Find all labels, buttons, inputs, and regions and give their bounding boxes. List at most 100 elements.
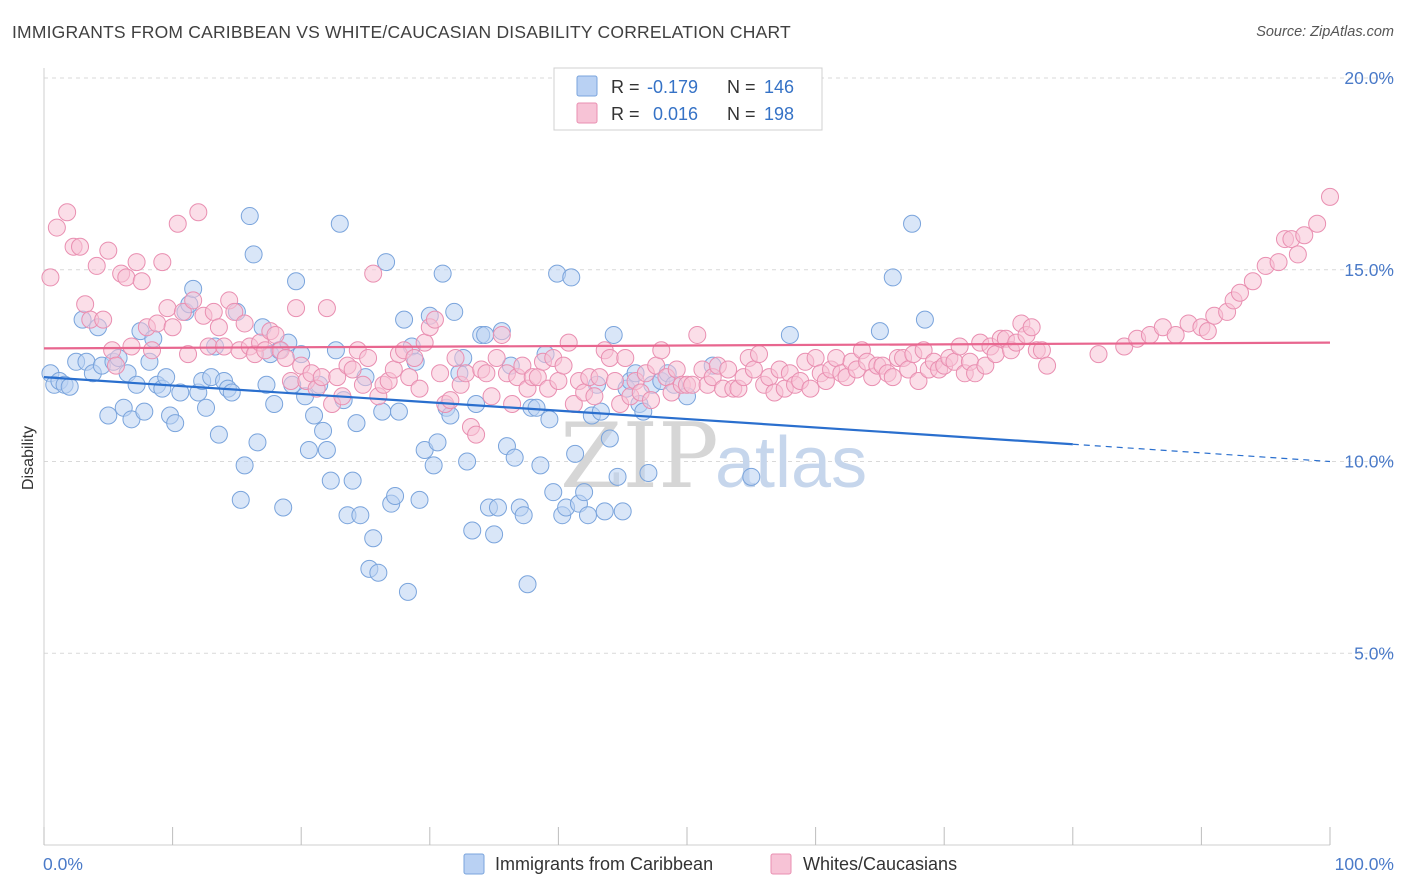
caribbean-point <box>540 410 559 429</box>
white-point <box>590 368 609 387</box>
caribbean-point <box>463 521 482 540</box>
white-point <box>641 391 660 410</box>
caribbean-point <box>485 525 504 544</box>
white-point <box>281 371 300 390</box>
white-point <box>1198 322 1217 341</box>
caribbean-point <box>351 506 370 525</box>
chart-source: Source: ZipAtlas.com <box>1256 24 1394 40</box>
caribbean-point <box>99 406 118 425</box>
caribbean-point <box>373 402 392 421</box>
white-point <box>76 295 95 314</box>
white-point <box>204 302 223 321</box>
legend-n-label-blue: N = <box>727 77 756 97</box>
bottom-legend-label-blue: Immigrants from Caribbean <box>495 854 713 874</box>
caribbean-point <box>604 325 623 344</box>
white-point <box>103 341 122 360</box>
watermark-atlas: atlas <box>715 423 867 503</box>
white-point <box>1295 226 1314 245</box>
caribbean-point <box>870 322 889 341</box>
caribbean-point <box>60 377 79 396</box>
white-point <box>883 368 902 387</box>
white-point <box>47 218 66 237</box>
caribbean-point <box>369 563 388 582</box>
legend-box: R = -0.179 N = 146 R = 0.016 N = 198 <box>553 67 823 131</box>
caribbean-point <box>317 440 336 459</box>
white-point <box>503 394 522 413</box>
white-point <box>364 264 383 283</box>
white-point <box>750 345 769 364</box>
white-point <box>600 348 619 367</box>
caribbean-point <box>395 310 414 329</box>
white-point <box>950 337 969 356</box>
white-point <box>1321 187 1339 206</box>
legend-r-value-pink: 0.016 <box>653 104 698 124</box>
white-point <box>353 375 372 394</box>
white-point <box>41 268 60 287</box>
white-point <box>153 253 172 272</box>
white-point <box>405 348 424 367</box>
white-point <box>482 387 501 406</box>
white-point <box>415 333 434 352</box>
white-point <box>492 325 511 344</box>
caribbean-point <box>321 471 340 490</box>
caribbean-point <box>389 402 408 421</box>
white-point <box>179 345 198 364</box>
white-point <box>158 299 177 318</box>
white-point <box>806 348 825 367</box>
white-point <box>688 325 707 344</box>
bottom-legend: Immigrants from Caribbean Whites/Caucasi… <box>463 853 957 875</box>
y-tick-label: 10.0% <box>1344 452 1394 472</box>
white-point <box>585 387 604 406</box>
white-point <box>148 314 167 333</box>
white-point <box>683 375 702 394</box>
caribbean-point <box>595 502 614 521</box>
white-point <box>256 341 275 360</box>
bottom-legend-label-pink: Whites/Caucasians <box>803 854 957 874</box>
caribbean-point <box>135 402 154 421</box>
caribbean-point <box>222 383 241 402</box>
caribbean-point <box>613 502 632 521</box>
white-point <box>1230 283 1249 302</box>
y-tick-labels: 5.0% 10.0% 15.0% 20.0% <box>1344 68 1394 663</box>
white-point <box>559 333 578 352</box>
caribbean-point <box>171 383 190 402</box>
caribbean-point <box>433 264 452 283</box>
white-point <box>1243 272 1262 291</box>
caribbean-point <box>505 448 524 467</box>
white-point <box>827 348 846 367</box>
y-tick-label: 15.0% <box>1344 260 1394 280</box>
caribbean-point <box>274 498 293 517</box>
y-tick-label: 20.0% <box>1344 68 1394 88</box>
white-point <box>652 341 671 360</box>
caribbean-point <box>330 214 349 233</box>
legend-swatch-blue <box>576 75 598 97</box>
trend-lines <box>43 341 1331 463</box>
white-point <box>425 310 444 329</box>
caribbean-point <box>544 483 563 502</box>
caribbean-point <box>518 575 537 594</box>
caribbean-point <box>197 398 216 417</box>
white-point <box>441 391 460 410</box>
caribbean-point <box>600 429 619 448</box>
white-point <box>976 356 995 375</box>
caribbean-point <box>562 268 581 287</box>
caribbean-point <box>514 506 533 525</box>
caribbean-point <box>347 414 366 433</box>
caribbean-point <box>531 456 550 475</box>
white-point <box>456 364 475 383</box>
white-point <box>199 337 218 356</box>
caribbean-point <box>398 582 417 601</box>
caribbean-point <box>639 464 658 483</box>
caribbean-point <box>386 487 405 506</box>
caribbean-point <box>265 394 284 413</box>
caribbean-point <box>428 433 447 452</box>
white-point <box>266 325 285 344</box>
caribbean-point <box>244 245 263 264</box>
caribbean-point <box>209 425 228 444</box>
caribbean-point <box>608 467 627 486</box>
caribbean-point <box>742 467 761 486</box>
caribbean-point <box>410 490 429 509</box>
trend-line-white <box>43 341 1331 350</box>
caribbean-point <box>240 207 259 226</box>
caribbean-point <box>591 402 610 421</box>
